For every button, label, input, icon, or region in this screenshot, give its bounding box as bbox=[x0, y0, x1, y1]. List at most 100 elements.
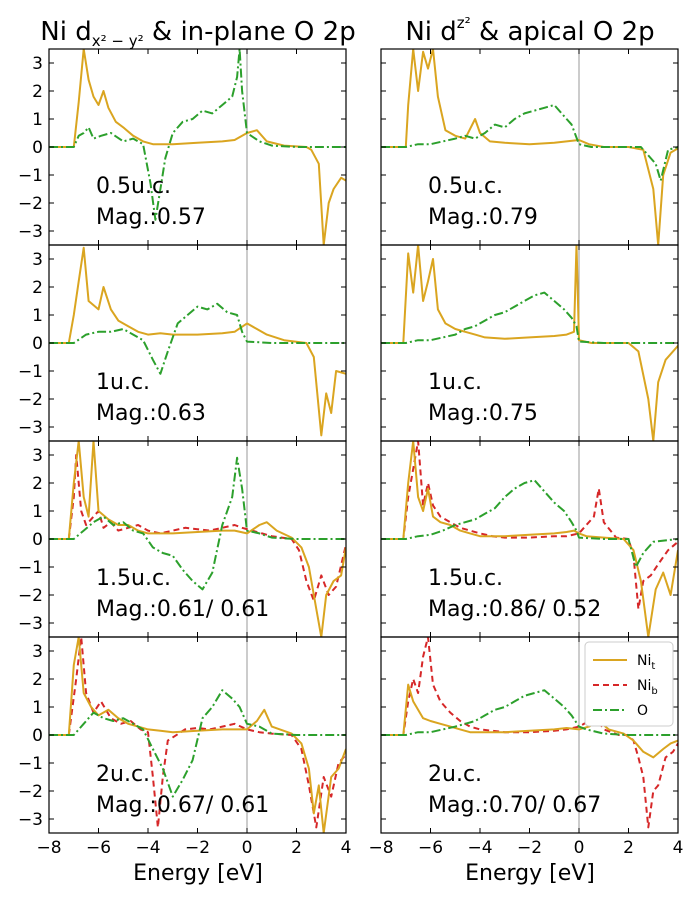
x-tick-label: −8 bbox=[36, 838, 61, 858]
series-ni-t-line bbox=[49, 49, 346, 245]
y-tick-label: 2 bbox=[32, 474, 43, 494]
panel-1-2: 1.5u.c. Mag.:0.86/ 0.52 bbox=[380, 440, 679, 638]
legend-label-ni-b: Nib bbox=[637, 678, 658, 697]
legend-label-ni-t: Nit bbox=[637, 653, 655, 672]
x-tick-label: −6 bbox=[418, 838, 443, 858]
y-tick-label: −2 bbox=[18, 782, 43, 802]
column-title-right-suffix: & apical O 2p bbox=[471, 17, 655, 47]
x-tick-label: −2 bbox=[185, 838, 210, 858]
x-tick-label: 4 bbox=[673, 838, 684, 858]
layer-annotation: 1u.c. bbox=[96, 370, 150, 395]
panel-1-1: 1u.c. Mag.:0.75 bbox=[380, 244, 679, 442]
layer-annotation: 1u.c. bbox=[428, 370, 482, 395]
y-tick-label: 0 bbox=[32, 726, 43, 746]
x-tick-label: −4 bbox=[467, 838, 492, 858]
x-tick-label: 0 bbox=[242, 838, 253, 858]
series-o-line bbox=[381, 291, 678, 344]
y-tick-label: −3 bbox=[18, 810, 43, 830]
magnetization-annotation: Mag.:0.67/ 0.61 bbox=[96, 793, 269, 818]
legend-box bbox=[584, 641, 674, 727]
series-ni-b-line bbox=[381, 637, 678, 829]
y-tick-label: 3 bbox=[32, 54, 43, 74]
series-o-line bbox=[49, 689, 346, 798]
y-tick-label: 0 bbox=[32, 138, 43, 158]
series-o-line bbox=[49, 302, 346, 375]
column-title-right: Ni dz² & apical O 2p bbox=[405, 14, 654, 47]
magnetization-annotation: Mag.:0.79 bbox=[428, 205, 538, 230]
panel-0-2: −3 −2 −1 0 1 2 3 1.5u.c. Mag.:0.61/ 0.61 bbox=[18, 440, 347, 638]
series-ni-b-line bbox=[49, 637, 346, 829]
legend: Nit Nib O bbox=[584, 641, 674, 727]
series-ni-t-line bbox=[381, 49, 678, 245]
x-tick-label: −4 bbox=[135, 838, 160, 858]
y-tick-label: 2 bbox=[32, 670, 43, 690]
y-tick-label: −3 bbox=[18, 222, 43, 242]
panel-0-0: −3 −2 −1 0 1 2 3 0.5u.c. Mag.:0.57 bbox=[18, 48, 347, 246]
magnetization-annotation: Mag.:0.70/ 0.67 bbox=[428, 793, 601, 818]
series-ni-b-line bbox=[381, 441, 678, 610]
y-tick-label: 1 bbox=[32, 698, 43, 718]
layer-annotation: 2u.c. bbox=[96, 762, 150, 787]
series-ni-t-line bbox=[49, 246, 346, 437]
series-ni-t-line bbox=[381, 245, 678, 441]
x-axis-label-right: Energy [eV] bbox=[465, 861, 595, 886]
layer-annotation: 1.5u.c. bbox=[96, 566, 171, 591]
x-tick-label: 4 bbox=[341, 838, 352, 858]
magnetization-annotation: Mag.:0.86/ 0.52 bbox=[428, 597, 601, 622]
panel-1-0: 0.5u.c. Mag.:0.79 bbox=[380, 48, 679, 246]
column-title-left-prefix: Ni d bbox=[40, 17, 91, 47]
y-tick-label: 3 bbox=[32, 446, 43, 466]
y-tick-label: −2 bbox=[18, 194, 43, 214]
y-tick-label: 3 bbox=[32, 642, 43, 662]
y-tick-label: 0 bbox=[32, 530, 43, 550]
layer-annotation: 0.5u.c. bbox=[96, 174, 171, 199]
layer-annotation: 1.5u.c. bbox=[428, 566, 503, 591]
panel-0-3: −3 −2 −1 0 1 2 3 −8 −6 −4 −2 0 2 4 2u.c. Mag.:0.67/ 0.6… bbox=[18, 636, 352, 858]
panel-1-3: −8 −6 −4 −2 0 2 4 2u.c. Mag.:0.70/ 0.67 bbox=[368, 636, 684, 858]
series-o-line bbox=[49, 49, 346, 221]
magnetization-annotation: Mag.:0.57 bbox=[96, 205, 206, 230]
series-o-line bbox=[381, 479, 678, 568]
x-tick-label: −6 bbox=[86, 838, 111, 858]
x-tick-label: 2 bbox=[291, 838, 302, 858]
column-title-right-prefix: Ni d bbox=[405, 17, 456, 47]
y-tick-label: 1 bbox=[32, 502, 43, 522]
series-o-line bbox=[381, 104, 678, 182]
y-tick-label: 1 bbox=[32, 110, 43, 130]
series-ni-t-line bbox=[381, 441, 678, 637]
legend-label-o: O bbox=[637, 703, 648, 719]
magnetization-annotation: Mag.:0.75 bbox=[428, 401, 538, 426]
layer-annotation: 0.5u.c. bbox=[428, 174, 503, 199]
magnetization-annotation: Mag.:0.63 bbox=[96, 401, 206, 426]
column-title-right-sub: z² bbox=[457, 14, 471, 32]
series-ni-t-line bbox=[49, 441, 346, 637]
panel-0-1: −3 −2 −1 0 1 2 3 1u.c. Mag.:0.63 bbox=[18, 244, 347, 442]
x-tick-label: 2 bbox=[623, 838, 634, 858]
x-axis-label-left: Energy [eV] bbox=[133, 861, 263, 886]
y-tick-label: 2 bbox=[32, 82, 43, 102]
series-o-line bbox=[381, 689, 678, 736]
column-title-left-suffix: & in-plane O 2p bbox=[144, 17, 356, 47]
series-o-line bbox=[49, 456, 346, 591]
series-ni-b-line bbox=[49, 454, 346, 602]
y-tick-label: 3 bbox=[32, 250, 43, 270]
y-tick-label: 2 bbox=[32, 278, 43, 298]
series-ni-t-line bbox=[49, 637, 346, 833]
y-tick-label: 0 bbox=[32, 334, 43, 354]
y-tick-label: −3 bbox=[18, 614, 43, 634]
y-tick-label: −2 bbox=[18, 586, 43, 606]
series-ni-t-line bbox=[381, 683, 678, 759]
y-tick-label: −1 bbox=[18, 166, 43, 186]
x-tick-label: −8 bbox=[368, 838, 393, 858]
y-tick-label: −1 bbox=[18, 558, 43, 578]
column-title-left-sub: x² − y² bbox=[92, 32, 144, 50]
y-tick-label: 1 bbox=[32, 306, 43, 326]
layer-annotation: 2u.c. bbox=[428, 762, 482, 787]
panels-group: −3 −2 −1 0 1 2 3 0.5u.c. Mag.:0.57 −3 −2 −1 0 1 2 3 1u.c… bbox=[18, 48, 684, 858]
magnetization-annotation: Mag.:0.61/ 0.61 bbox=[96, 597, 269, 622]
column-title-left: Ni dx² − y² & in-plane O 2p bbox=[40, 17, 355, 50]
y-tick-label: −1 bbox=[18, 754, 43, 774]
x-tick-label: 0 bbox=[574, 838, 585, 858]
y-tick-label: −3 bbox=[18, 418, 43, 438]
